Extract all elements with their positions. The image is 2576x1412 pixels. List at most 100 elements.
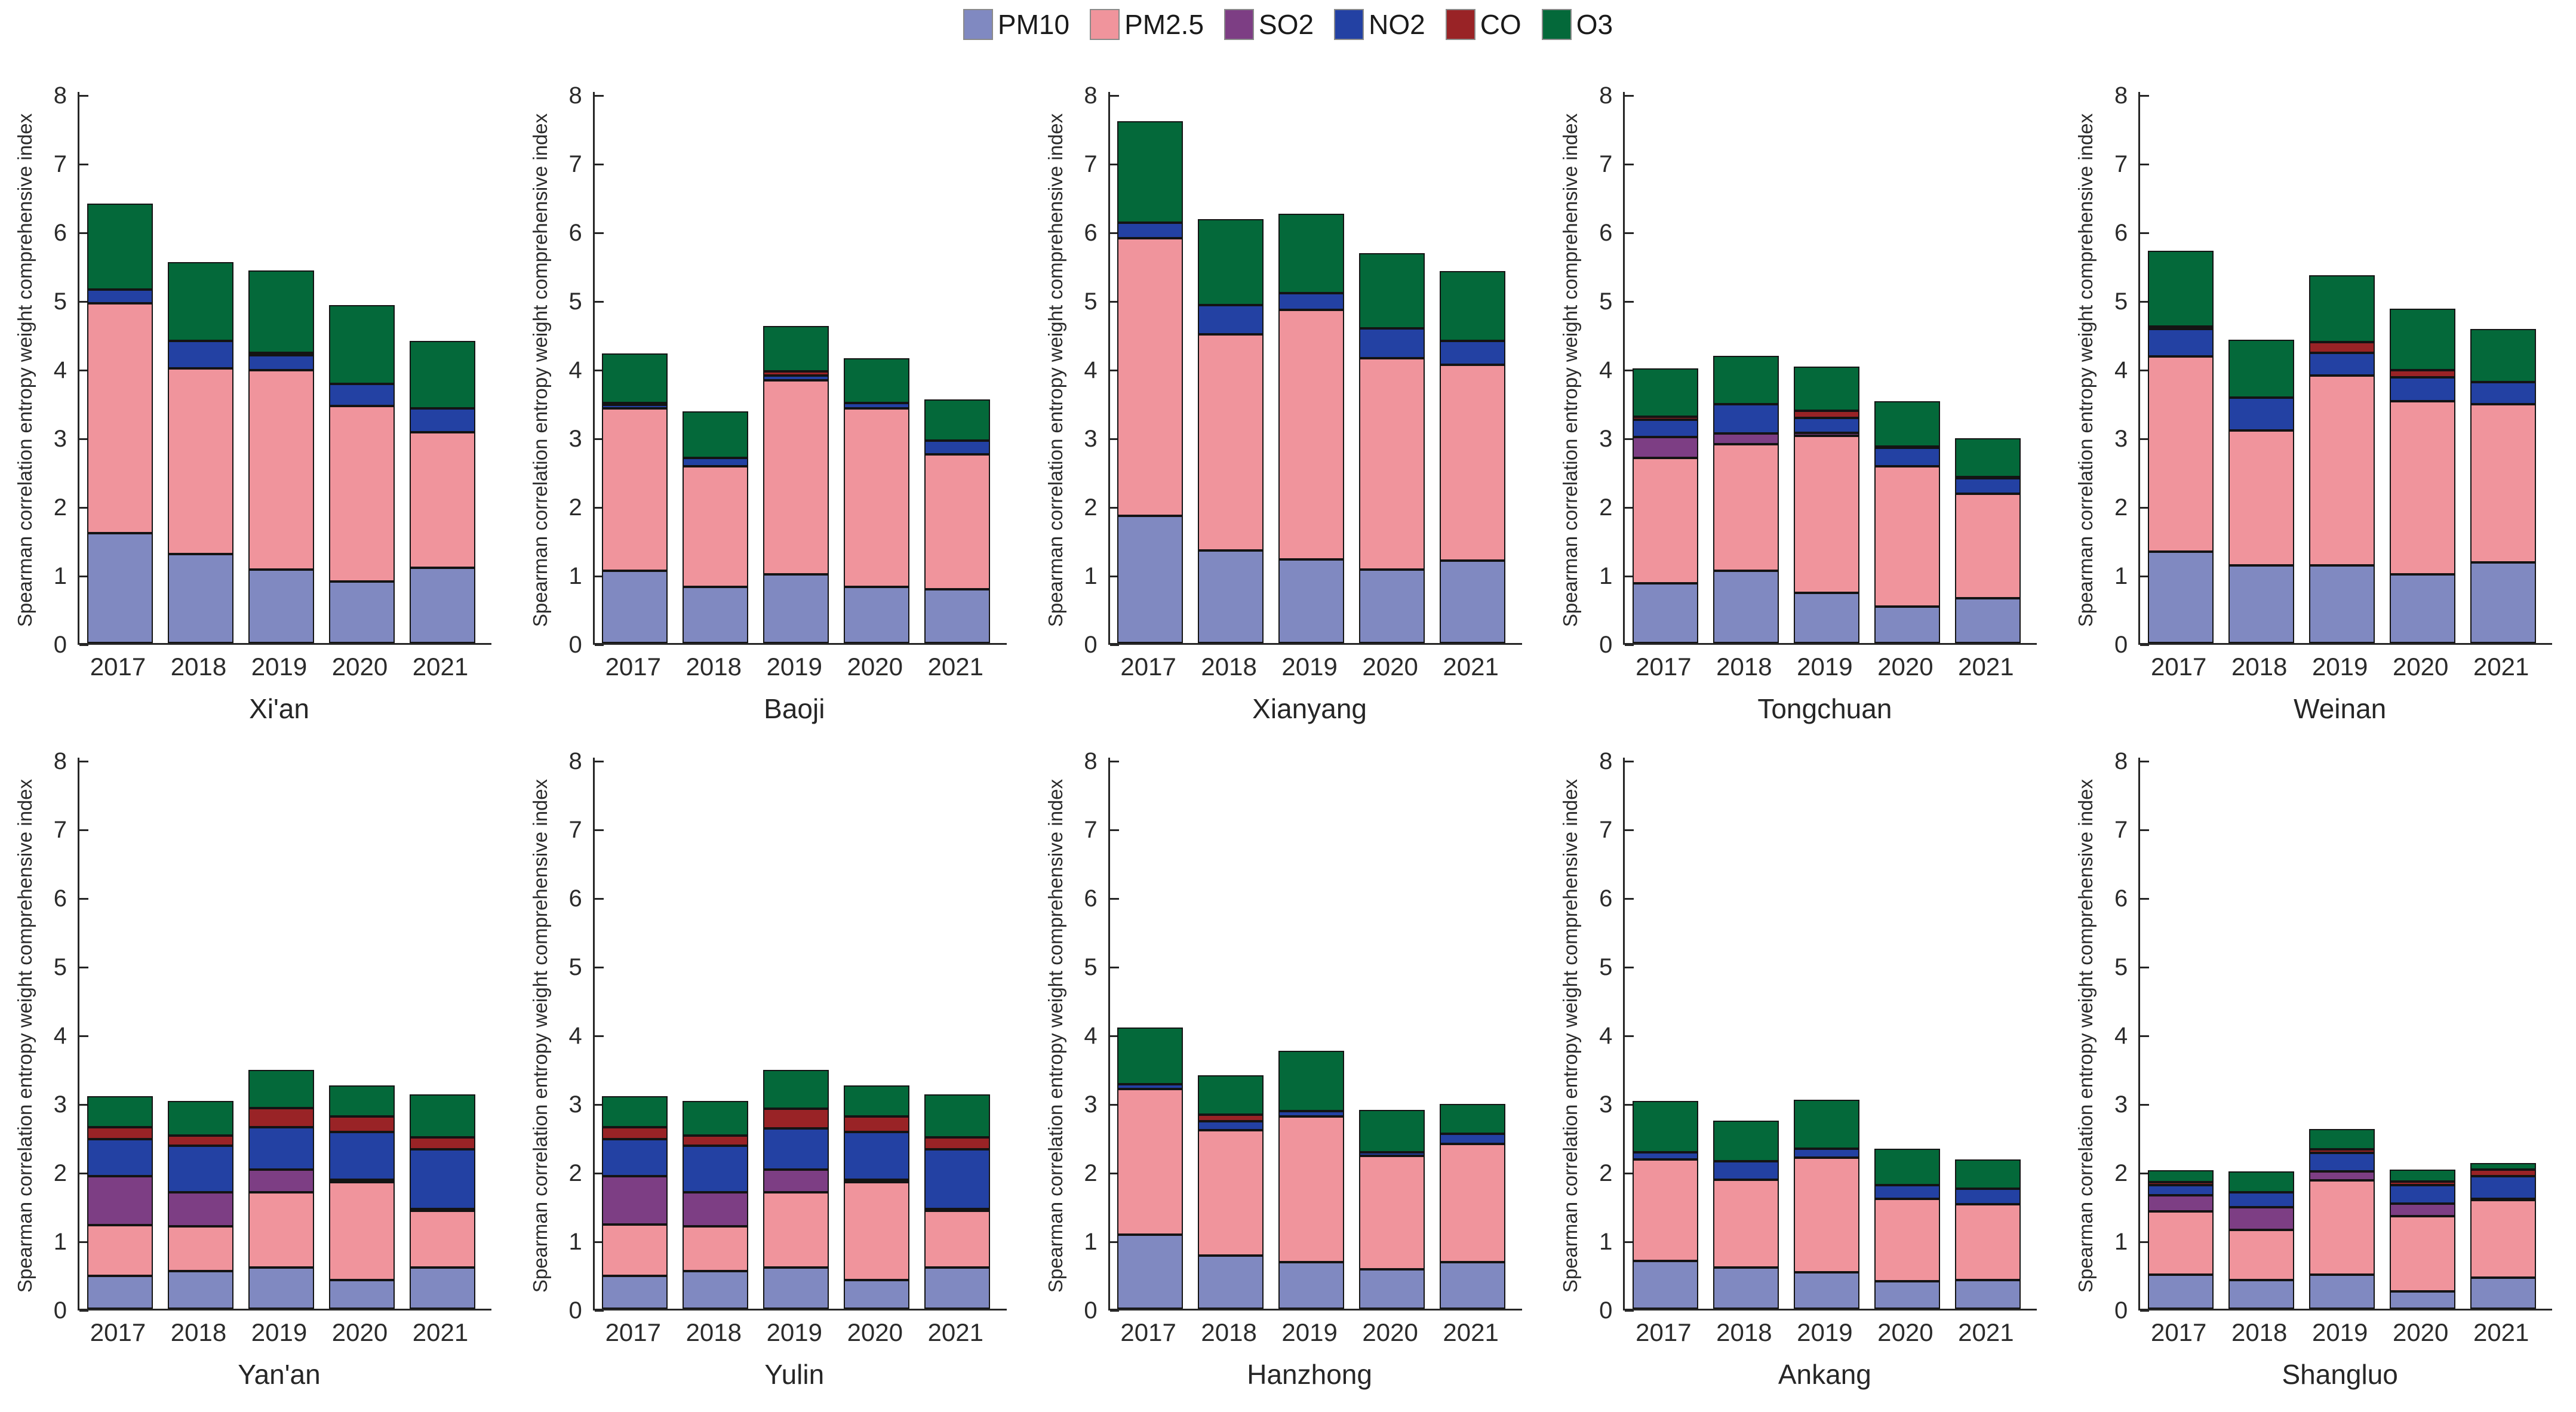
- y-tick: [594, 1035, 604, 1037]
- segment-o3-2017: [1117, 1027, 1184, 1084]
- segment-pm25-2018: [167, 368, 233, 554]
- y-tick-label: 6: [2114, 885, 2128, 912]
- x-tick-label-2020: 2020: [847, 1318, 903, 1346]
- y-tick-label: 4: [1599, 1023, 1613, 1049]
- y-tick: [79, 1035, 88, 1037]
- x-axis-city-label: Baoji: [764, 693, 825, 724]
- bar-2018: [1198, 756, 1264, 1309]
- bar-2021: [409, 756, 475, 1309]
- segment-no2-2020: [328, 384, 395, 407]
- segment-no2-2019: [248, 355, 314, 371]
- segment-so2-2020: [844, 1179, 910, 1183]
- segment-co-2021: [409, 1137, 475, 1150]
- segment-o3-2017: [87, 1096, 153, 1128]
- segment-pm10-2019: [1793, 593, 1859, 643]
- segment-o3-2017: [2147, 1170, 2214, 1183]
- segment-pm25-2021: [924, 454, 991, 590]
- bar-2019: [2308, 90, 2375, 643]
- segment-o3-2017: [87, 204, 153, 290]
- plot-area: [1108, 92, 1522, 646]
- segment-pm25-2017: [1632, 1159, 1698, 1261]
- x-tick-label-2018: 2018: [1716, 653, 1772, 681]
- y-tick: [594, 95, 604, 97]
- y-tick: [2140, 898, 2150, 900]
- plot-area: [2138, 90, 2553, 646]
- y-tick: [2140, 438, 2150, 440]
- segment-o3-2020: [1874, 401, 1940, 447]
- y-tick-label: 4: [1599, 357, 1613, 383]
- segment-pm25-2017: [87, 303, 153, 533]
- y-tick: [2140, 370, 2150, 371]
- segment-co-2019: [2308, 1149, 2375, 1153]
- bar-2018: [683, 756, 749, 1309]
- segment-pm10-2018: [167, 1271, 233, 1309]
- segment-o3-2021: [924, 399, 991, 441]
- segment-so2-2018: [683, 1192, 749, 1226]
- y-tick: [594, 1310, 604, 1312]
- segment-o3-2017: [602, 1096, 668, 1128]
- segment-pm25-2021: [1954, 1204, 2021, 1280]
- bar-2020: [328, 90, 395, 643]
- y-tick-label: 8: [2114, 748, 2128, 774]
- y-tick: [1109, 898, 1119, 900]
- x-axis-city-label: Yulin: [764, 1359, 825, 1390]
- segment-o3-2020: [844, 358, 910, 403]
- y-tick: [79, 507, 88, 509]
- segment-no2-2018: [167, 1146, 233, 1192]
- bar-2018: [2228, 756, 2294, 1309]
- segment-o3-2019: [1793, 366, 1859, 411]
- y-tick: [79, 164, 88, 165]
- bar-2021: [924, 756, 991, 1309]
- y-tick-label: 7: [53, 817, 67, 843]
- x-tick-label-2019: 2019: [1281, 1318, 1338, 1346]
- y-tick: [79, 301, 88, 303]
- x-axis-city-label: Xi'an: [249, 693, 309, 724]
- bar-2019: [763, 90, 829, 643]
- x-tick-label-2017: 2017: [90, 653, 146, 681]
- bar-2018: [1713, 90, 1779, 643]
- segment-pm10-2020: [328, 581, 395, 643]
- bar-2020: [1874, 90, 1940, 643]
- legend-item-pm10: PM10: [963, 8, 1069, 41]
- y-tick: [1109, 1310, 1119, 1312]
- subplot-shangluo: Spearman correlation entropy weight comp…: [2061, 719, 2575, 1412]
- segment-pm10-2018: [167, 553, 233, 643]
- y-tick-label: 8: [1084, 748, 1098, 774]
- segment-no2-2021: [2470, 382, 2536, 404]
- bar-2018: [167, 90, 233, 643]
- legend-label-co: CO: [1480, 9, 1521, 40]
- segment-pm25-2021: [2470, 1200, 2536, 1278]
- x-tick-label-2019: 2019: [2311, 653, 2368, 681]
- segment-co-2019: [2308, 342, 2375, 353]
- segment-pm25-2019: [1793, 1158, 1859, 1273]
- y-tick-label: 3: [2114, 1091, 2128, 1118]
- segment-pm10-2019: [763, 1268, 829, 1309]
- segment-pm10-2017: [1117, 516, 1184, 643]
- segment-pm25-2020: [844, 1182, 910, 1280]
- segment-co-2020: [2389, 370, 2455, 377]
- segment-no2-2019: [2308, 1152, 2375, 1171]
- y-tick-label: 6: [1084, 885, 1098, 912]
- y-tick: [79, 370, 88, 371]
- segment-so2-2019: [763, 1169, 829, 1192]
- segment-no2-2020: [1359, 1152, 1425, 1156]
- segment-no2-2019: [1278, 293, 1345, 310]
- y-tick-label: 5: [2114, 288, 2128, 315]
- plot-area: [78, 90, 491, 646]
- segment-pm25-2021: [924, 1210, 991, 1268]
- legend-swatch-pm25: [1090, 9, 1120, 40]
- segment-o3-2018: [167, 262, 233, 341]
- segment-pm10-2019: [1278, 559, 1345, 643]
- bar-2017: [1632, 756, 1698, 1309]
- subplot-xian: Spearman correlation entropy weight comp…: [0, 54, 515, 746]
- segment-co-2018: [167, 1136, 233, 1146]
- segment-pm10-2019: [1278, 1262, 1345, 1309]
- legend-swatch-o3: [1541, 9, 1572, 40]
- segment-so2-2017: [2147, 1195, 2214, 1211]
- segment-co-2017: [602, 402, 668, 405]
- segment-o3-2020: [328, 305, 395, 384]
- segment-co-2019: [763, 1109, 829, 1128]
- x-tick-label-2020: 2020: [2392, 653, 2449, 681]
- segment-o3-2019: [1793, 1100, 1859, 1149]
- segment-pm25-2017: [1632, 457, 1698, 583]
